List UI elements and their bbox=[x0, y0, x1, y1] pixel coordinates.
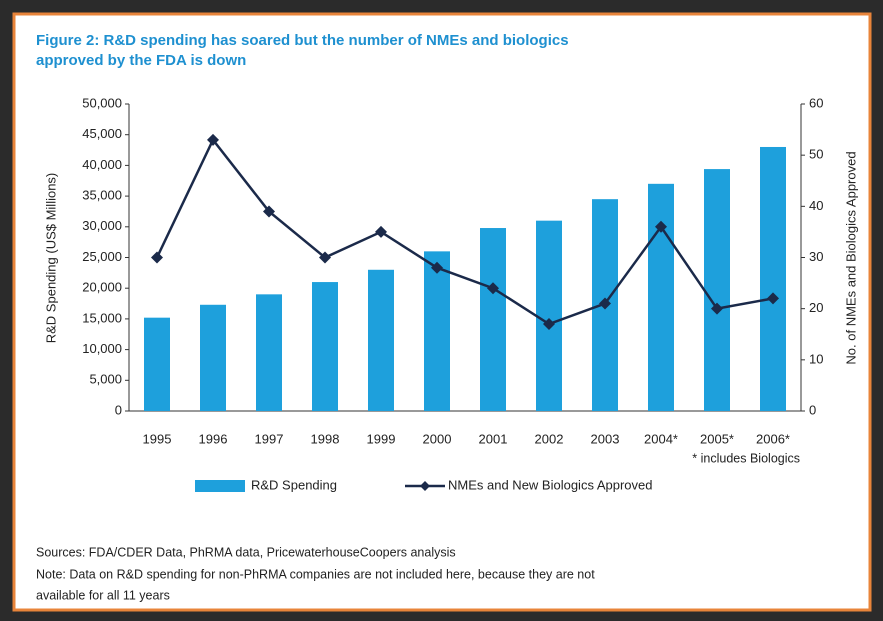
x-tick-label: 2002 bbox=[535, 431, 564, 446]
x-tick-label: 2006* bbox=[756, 431, 790, 446]
marker bbox=[207, 133, 219, 146]
y-tick-label: 25,000 bbox=[82, 249, 122, 264]
marker bbox=[711, 302, 723, 315]
y2-tick-label: 10 bbox=[809, 351, 823, 366]
line bbox=[155, 137, 774, 326]
marker bbox=[487, 282, 499, 295]
bar bbox=[648, 183, 674, 411]
x-tick-label: 1998 bbox=[311, 431, 340, 446]
bar bbox=[200, 304, 226, 411]
note: available for all 11 years bbox=[36, 588, 170, 602]
y-tick-label: 15,000 bbox=[82, 310, 122, 325]
y-tick-label: 50,000 bbox=[82, 95, 122, 110]
y-tick-label: 40,000 bbox=[82, 157, 122, 172]
y-axis-label: R&D Spending (US$ Millions) bbox=[43, 173, 58, 344]
x-tick-label: 1997 bbox=[255, 431, 284, 446]
y2-axis-label: No. of NMEs and Biologics Approved bbox=[843, 151, 858, 364]
bar bbox=[704, 169, 730, 411]
x-tick-label: 1995 bbox=[143, 431, 172, 446]
y2-tick-label: 20 bbox=[809, 300, 823, 315]
marker bbox=[655, 220, 667, 233]
legend-marker bbox=[420, 481, 430, 491]
bar bbox=[760, 146, 786, 412]
y-tick-label: 20,000 bbox=[82, 280, 122, 295]
y2-tick-label: 60 bbox=[809, 95, 823, 110]
y-tick-label: 35,000 bbox=[82, 188, 122, 203]
x-tick-label: 2001 bbox=[479, 431, 508, 446]
bar bbox=[312, 282, 338, 411]
x-tick-label: 2005* bbox=[700, 431, 734, 446]
y2-tick-label: 40 bbox=[809, 198, 823, 213]
y2-tick-label: 30 bbox=[809, 249, 823, 264]
marker bbox=[319, 251, 331, 264]
bar bbox=[144, 317, 170, 411]
footnote: * includes Biologics bbox=[692, 451, 800, 465]
x-tick-label: 1996 bbox=[199, 431, 228, 446]
bar bbox=[368, 269, 394, 411]
x-tick-label: 2000 bbox=[423, 431, 452, 446]
note: Note: Data on R&D spending for non-PhRMA… bbox=[36, 567, 595, 581]
y-tick-label: 30,000 bbox=[82, 218, 122, 233]
chart-title: Figure 2: R&D spending has soared but th… bbox=[36, 32, 569, 49]
marker bbox=[599, 297, 611, 310]
legend-label: NMEs and New Biologics Approved bbox=[448, 477, 653, 492]
y-tick-label: 10,000 bbox=[82, 341, 122, 356]
marker bbox=[263, 205, 275, 218]
sources: Sources: FDA/CDER Data, PhRMA data, Pric… bbox=[36, 545, 456, 559]
marker bbox=[767, 292, 779, 305]
y2-tick-label: 50 bbox=[809, 147, 823, 162]
marker bbox=[431, 261, 443, 274]
y-tick-label: 5,000 bbox=[89, 372, 122, 387]
y2-tick-label: 0 bbox=[809, 402, 816, 417]
x-tick-label: 2004* bbox=[644, 431, 678, 446]
bar bbox=[536, 220, 562, 411]
marker bbox=[151, 251, 163, 264]
legend-label: R&D Spending bbox=[251, 477, 337, 492]
y-tick-label: 45,000 bbox=[82, 126, 122, 141]
chart-title: approved by the FDA is down bbox=[36, 52, 246, 69]
marker bbox=[543, 318, 555, 331]
x-tick-label: 1999 bbox=[367, 431, 396, 446]
x-tick-label: 2003 bbox=[591, 431, 620, 446]
bar bbox=[256, 294, 282, 411]
legend-swatch bbox=[195, 480, 245, 492]
y-tick-label: 0 bbox=[115, 402, 122, 417]
bar bbox=[480, 228, 506, 411]
bar bbox=[424, 251, 450, 411]
marker bbox=[375, 225, 387, 238]
